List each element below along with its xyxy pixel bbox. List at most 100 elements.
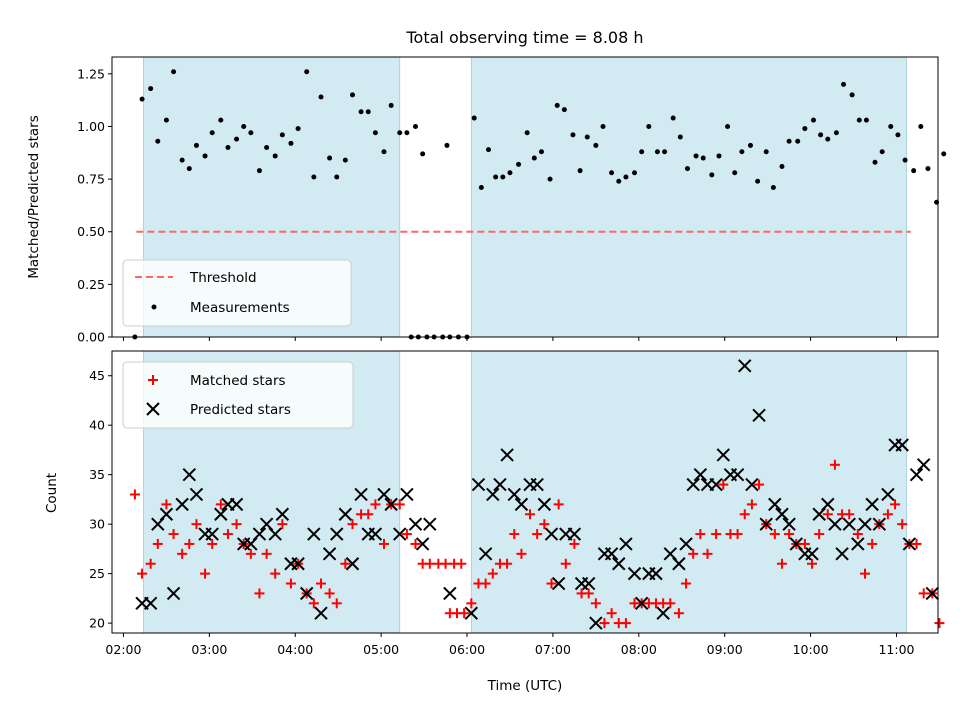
x-tick-label: 07:00 (535, 642, 571, 657)
x-tick-label: 10:00 (793, 642, 829, 657)
top-legend-box (122, 259, 352, 327)
legend-matched-label: Matched stars (190, 373, 286, 389)
predicted-point (275, 507, 290, 521)
predicted-stars-points (135, 359, 939, 630)
measurement-point (747, 142, 753, 148)
measurement-point (709, 172, 715, 178)
matched-point (161, 499, 172, 510)
measurement-point (895, 132, 901, 138)
measurement-point (256, 168, 262, 174)
matched-point (599, 618, 610, 629)
predicted-point (537, 497, 552, 512)
measurement-point (179, 157, 185, 163)
measurement-point (833, 130, 839, 136)
y-tick-label: 1.00 (77, 119, 105, 134)
predicted-point (649, 566, 663, 581)
matched-point (168, 529, 179, 540)
matched-point (859, 568, 870, 579)
predicted-point (377, 487, 391, 502)
measurement-point (841, 81, 847, 87)
predicted-point (581, 576, 596, 591)
matched-point (340, 558, 351, 569)
predicted-point (872, 517, 887, 531)
predicted-point (589, 616, 603, 630)
matched-point (569, 538, 580, 549)
predicted-point (544, 527, 559, 541)
matched-point (200, 568, 211, 579)
matched-point (509, 529, 520, 540)
matched-point (191, 519, 202, 530)
predicted-point (835, 547, 849, 561)
matched-point (784, 529, 795, 540)
matched-point (553, 499, 564, 510)
matched-point (261, 548, 272, 559)
y-tick-label: 0.75 (77, 172, 105, 187)
measurement-point (554, 102, 560, 108)
matched-point (363, 509, 374, 520)
measurement-point (684, 166, 690, 172)
measurement-point (925, 166, 931, 172)
measurement-point (202, 153, 208, 159)
predicted-point (229, 497, 244, 512)
top-x-ticks (122, 337, 897, 341)
matched-point (814, 529, 825, 540)
matched-point (207, 538, 218, 549)
matched-point (516, 548, 527, 559)
matched-point (378, 538, 389, 549)
matched-point (711, 529, 722, 540)
y-tick-label: 0.25 (77, 277, 105, 292)
top-panel: 0.00 0.25 0.50 0.75 1.00 1.25 Total observing… (26, 28, 947, 345)
matched-point (718, 479, 729, 490)
measurement-point (825, 136, 831, 142)
x-tick-label: 09:00 (707, 642, 743, 657)
y-tick-label: 20 (89, 616, 105, 631)
measurement-point (623, 174, 629, 180)
matched-point (918, 588, 929, 599)
predicted-point (679, 537, 693, 551)
matched-point (769, 529, 780, 540)
y-tick-label: 45 (89, 368, 105, 383)
x-tick-label: 02:00 (105, 642, 141, 657)
predicted-point (551, 576, 566, 591)
predicted-point (478, 547, 493, 561)
top-y-axis-label: Matched/Predicted stars (26, 115, 42, 278)
matched-point (245, 548, 256, 559)
measurement-point (334, 174, 340, 180)
matched-stars-points (129, 459, 945, 629)
measurement-point (609, 170, 615, 176)
predicted-point (443, 586, 457, 601)
predicted-point (252, 527, 267, 541)
matched-point (560, 558, 571, 569)
measurement-point (677, 134, 683, 140)
predicted-point (716, 448, 730, 462)
predicted-point (486, 487, 500, 502)
measurement-point (795, 138, 801, 144)
measurement-point (561, 107, 567, 113)
predicted-point (314, 606, 328, 620)
y-tick-label: 40 (89, 418, 105, 433)
measurement-point (358, 109, 364, 115)
measurement-point (902, 157, 908, 163)
predicted-point (686, 477, 700, 492)
predicted-point (672, 557, 686, 571)
predicted-point (612, 557, 626, 571)
x-tick-label: 08:00 (621, 642, 657, 657)
matched-point (546, 578, 557, 589)
measurement-point (365, 109, 371, 115)
measurement-point (662, 149, 668, 155)
bottom-legend-box (122, 361, 354, 429)
measurement-point (327, 155, 333, 161)
measurements-points (132, 69, 947, 340)
matched-point (746, 499, 757, 510)
matched-point (934, 618, 945, 629)
x-tick-label: 06:00 (449, 642, 485, 657)
measurement-point (420, 151, 426, 157)
predicted-point (782, 517, 796, 531)
measurement-point (171, 69, 177, 75)
measurement-point (700, 155, 706, 161)
matched-point (532, 529, 543, 540)
matched-point (424, 558, 435, 569)
measurement-point (412, 123, 418, 129)
predicted-point (738, 359, 752, 373)
matched-point (799, 538, 810, 549)
